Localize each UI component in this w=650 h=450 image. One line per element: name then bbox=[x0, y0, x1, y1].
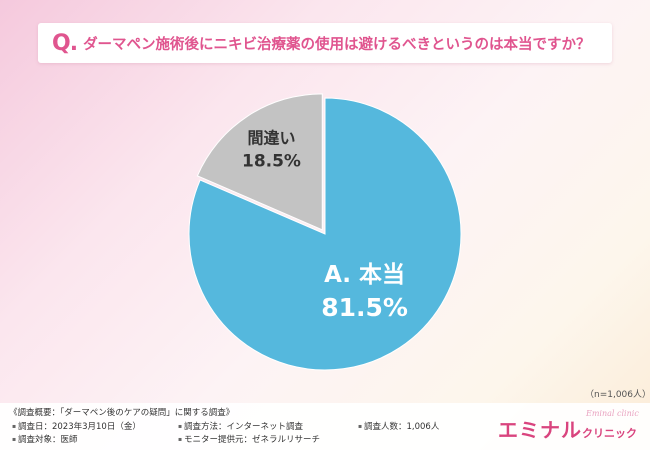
question-text: ダーマペン施術後にニキビ治療薬の使用は避けるべきというのは本当ですか？ bbox=[83, 36, 591, 53]
slice-category-label: A. 本当 bbox=[324, 262, 405, 288]
sample-size-note: （n=1,006人） bbox=[585, 390, 650, 400]
logo-sub-text: クリニック bbox=[582, 427, 637, 440]
survey-footer: 《調査概要：「ダーマペン後のケアの疑問」に関する調査》 調査日：2023年3月1… bbox=[0, 403, 650, 450]
survey-title: 《調査概要：「ダーマペン後のケアの疑問」に関する調査》 bbox=[9, 408, 235, 418]
pie-slice bbox=[188, 97, 462, 371]
survey-target: 調査対象：医師 bbox=[12, 433, 78, 445]
survey-method: 調査方法：インターネット調査 bbox=[178, 420, 303, 432]
question-mark: Q. bbox=[52, 30, 78, 56]
slice-value-label: 18.5% bbox=[242, 152, 301, 172]
logo-main-text: エミナル bbox=[498, 418, 582, 442]
pie-slice bbox=[196, 93, 323, 231]
survey-provider: モニター提供元：ゼネラルリサーチ bbox=[178, 433, 320, 445]
survey-date: 調査日：2023年3月10日（金） bbox=[12, 420, 141, 432]
pie-chart: A. 本当 81.5% 間違い 18.5% bbox=[188, 93, 462, 371]
clinic-logo: エミナルクリニック Eminal clinic bbox=[498, 409, 639, 443]
logo-script-text: Eminal clinic bbox=[586, 409, 639, 418]
slice-value-label: 81.5% bbox=[321, 293, 408, 322]
survey-count: 調査人数：1,006人 bbox=[358, 420, 439, 432]
slice-category-label: 間違い bbox=[247, 129, 295, 148]
question-banner: Q. ダーマペン施術後にニキビ治療薬の使用は避けるべきというのは本当ですか？ bbox=[38, 23, 612, 63]
